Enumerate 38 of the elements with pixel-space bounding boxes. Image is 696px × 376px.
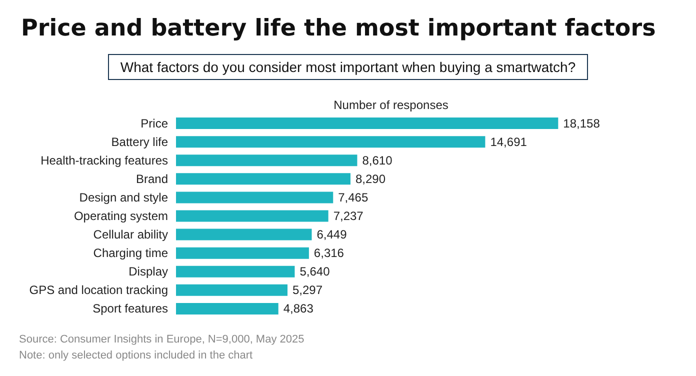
source-note: Source: Consumer Insights in Europe, N=9,000, May 2025 — [19, 334, 304, 346]
data-label: 14,691 — [490, 134, 528, 149]
bar — [176, 228, 312, 240]
y-tick-label: GPS and location tracking — [29, 283, 168, 298]
x-axis-title: Number of responses — [334, 98, 448, 112]
y-tick-label: Battery life — [111, 134, 168, 149]
data-label: 5,640 — [300, 264, 330, 279]
data-label: 5,297 — [292, 283, 323, 298]
y-tick-label: Display — [128, 264, 168, 279]
bar — [176, 302, 278, 314]
y-tick-label: Brand — [136, 172, 168, 186]
y-tick-label: Sport features — [92, 302, 168, 316]
y-tick-label: Design and style — [79, 190, 168, 204]
data-label: 18,158 — [563, 116, 600, 130]
data-label: 4,863 — [283, 302, 314, 316]
chart-subtitle: What factors do you consider most important when buying a smartwatch? — [120, 59, 576, 75]
data-label: 7,237 — [333, 209, 364, 223]
bar — [176, 118, 558, 130]
bar — [176, 284, 288, 296]
data-label: 6,316 — [314, 246, 344, 260]
chart-title: Price and battery life the most important factors — [21, 16, 656, 42]
y-tick-label: Cellular ability — [93, 228, 168, 242]
bar — [176, 192, 334, 204]
y-tick-label: Health-tracking features — [40, 153, 168, 168]
bar — [176, 173, 350, 185]
bar — [176, 266, 295, 278]
y-tick-label: Charging time — [93, 246, 168, 260]
data-label: 8,610 — [362, 153, 393, 168]
bar — [176, 247, 309, 259]
text: Note: only selected options included in the chart — [19, 350, 253, 362]
y-tick-label: Price — [140, 116, 168, 130]
bar — [176, 210, 328, 222]
bar — [176, 136, 486, 148]
data-label: 8,290 — [355, 172, 386, 186]
data-label: 6,449 — [316, 228, 348, 242]
data-label: 7,465 — [338, 190, 368, 204]
bar — [176, 154, 358, 166]
y-tick-label: Operating system — [74, 209, 168, 223]
